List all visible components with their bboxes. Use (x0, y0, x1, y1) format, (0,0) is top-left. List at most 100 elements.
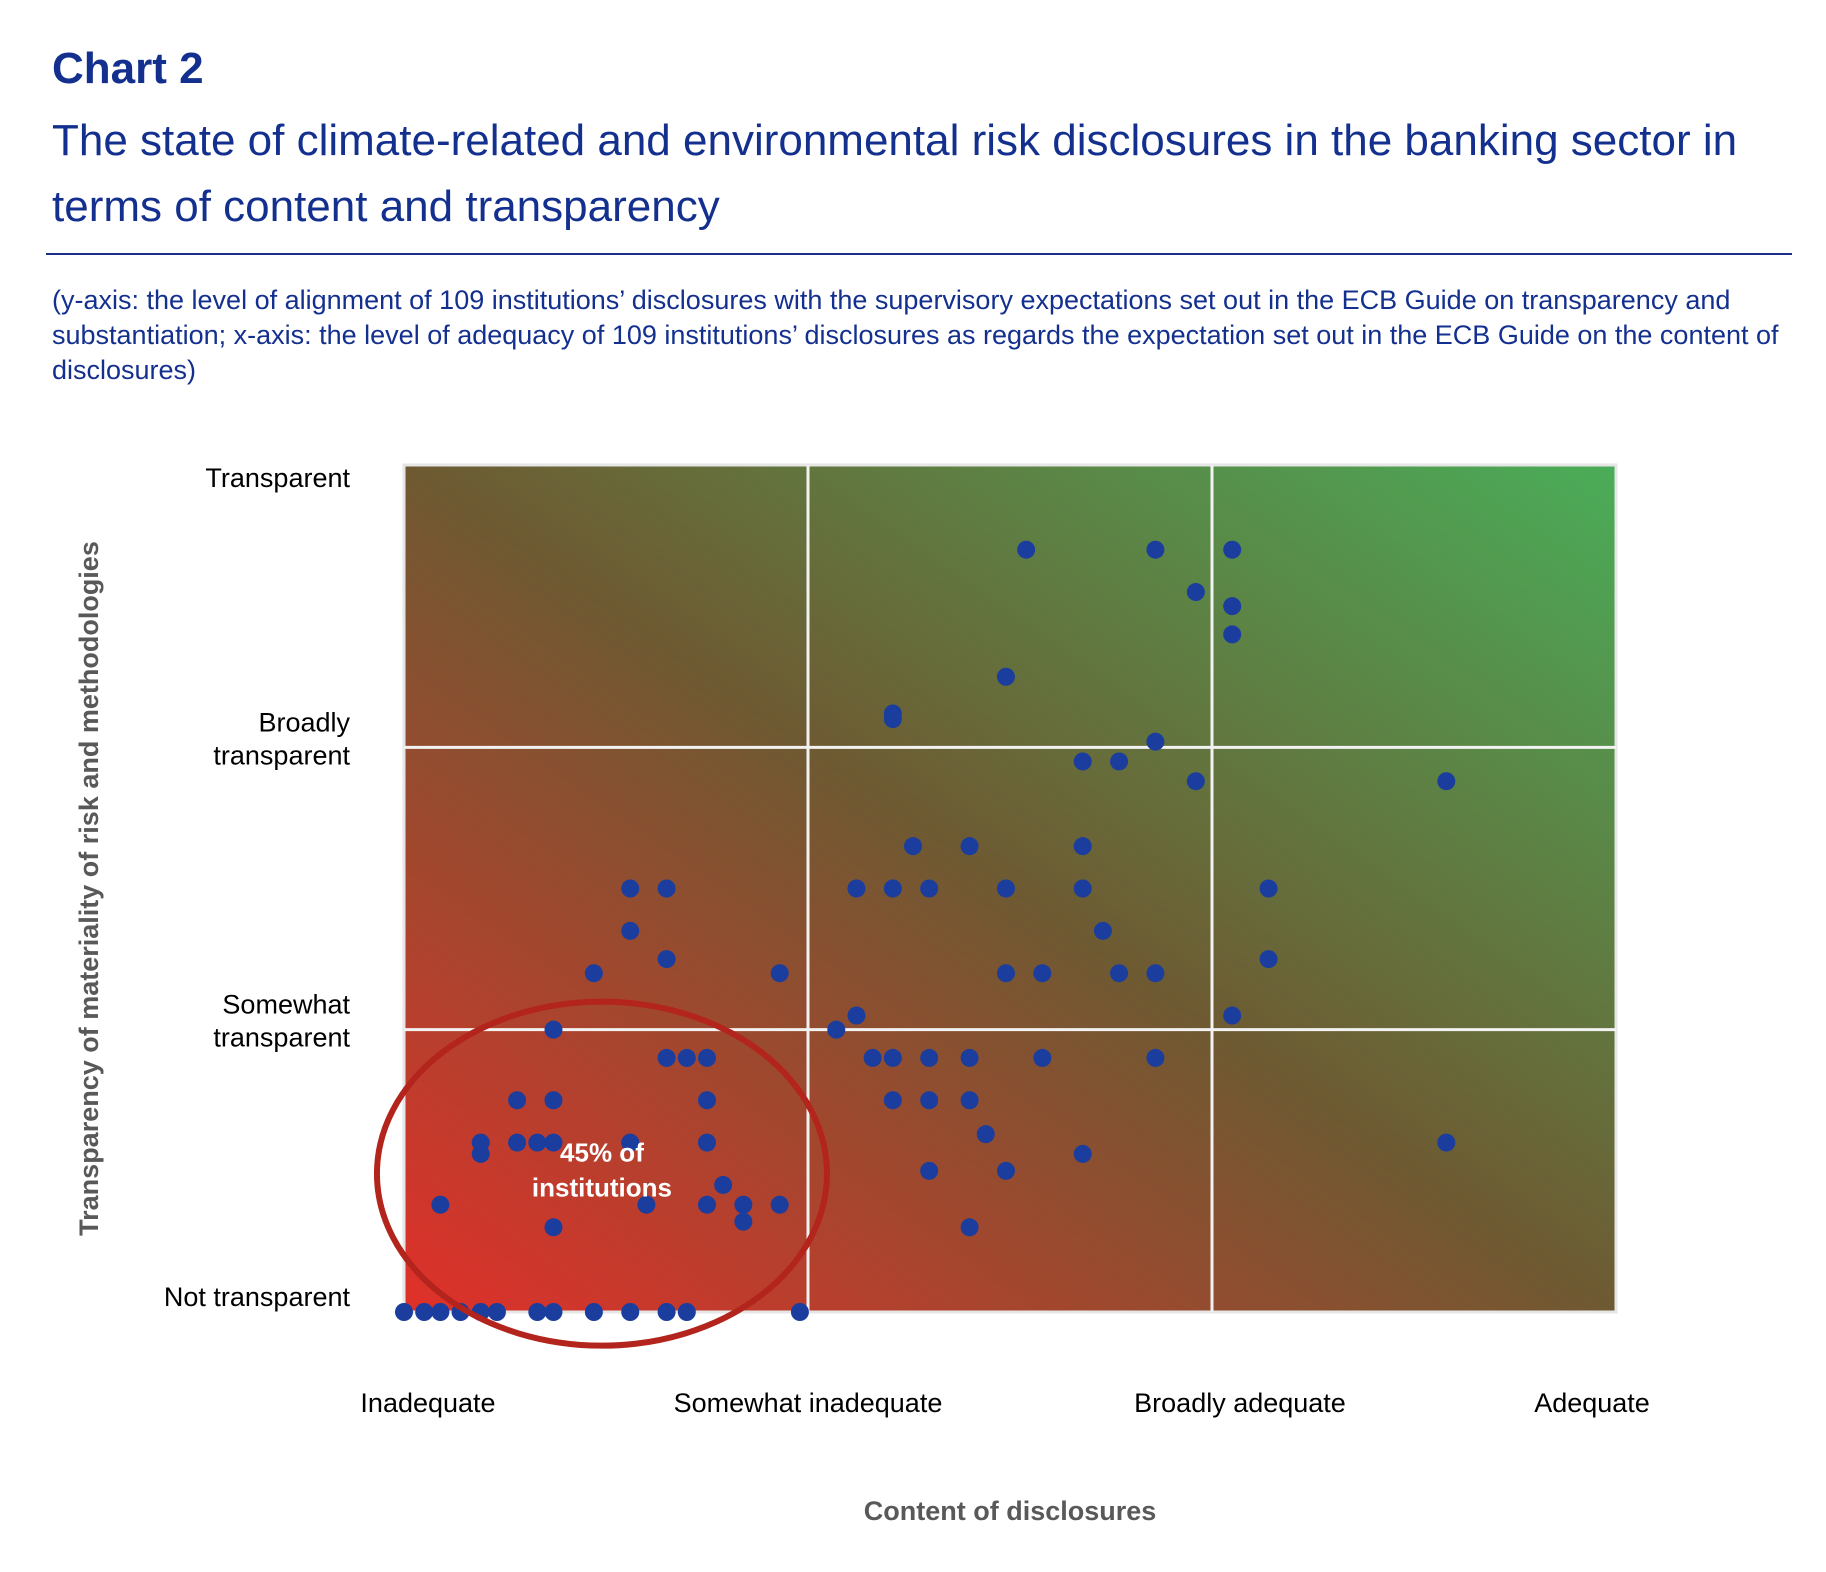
data-point-26 (508, 1133, 527, 1152)
x-tick-labels: Inadequate Somewhat inadequate Broadly ade… (360, 1388, 1649, 1418)
y-tick-label-4: Transparent (205, 463, 350, 493)
data-point-41 (657, 879, 676, 898)
data-point-83 (1223, 625, 1242, 644)
data-point-53 (976, 1125, 995, 1144)
data-point-80 (1186, 583, 1205, 602)
data-point-45 (883, 1048, 902, 1067)
data-point-18 (734, 1195, 753, 1214)
data-point-21 (714, 1175, 733, 1194)
title-divider (46, 253, 1792, 255)
data-point-52 (960, 1091, 979, 1110)
data-point-71 (1073, 752, 1092, 771)
data-point-59 (1033, 964, 1052, 983)
data-point-86 (1259, 950, 1278, 969)
data-point-88 (1437, 1133, 1456, 1152)
y-tick-label-3-line2: transparent (213, 740, 350, 770)
data-point-3 (431, 1303, 450, 1321)
y-axis-label: Transparency of materiality of risk and … (74, 541, 104, 1236)
data-point-68 (904, 837, 923, 856)
data-point-82 (1223, 597, 1242, 616)
data-point-72 (1110, 752, 1129, 771)
data-point-38 (657, 950, 676, 969)
data-point-60 (1110, 964, 1129, 983)
data-point-81 (1223, 540, 1242, 559)
data-point-37 (770, 964, 789, 983)
data-point-10 (621, 1303, 640, 1321)
data-point-42 (827, 1020, 846, 1039)
data-point-54 (1073, 1144, 1092, 1163)
data-point-40 (621, 879, 640, 898)
data-point-8 (544, 1303, 563, 1321)
data-point-48 (1033, 1048, 1052, 1067)
x-tick-label-4: Adequate (1534, 1388, 1650, 1418)
gridlines (404, 465, 1616, 1312)
data-point-58 (996, 964, 1015, 983)
data-point-19 (770, 1195, 789, 1214)
x-tick-label-1: Inadequate (360, 1388, 495, 1418)
data-point-29 (508, 1091, 527, 1110)
y-tick-label-3-line1: Broadly (258, 707, 350, 737)
data-point-16 (637, 1195, 656, 1214)
data-point-79 (1146, 540, 1165, 559)
data-point-32 (657, 1048, 676, 1067)
data-point-25 (471, 1133, 490, 1152)
y-tick-labels: Not transparentSomewhattransparentBroadl… (164, 463, 351, 1312)
data-point-34 (698, 1048, 716, 1067)
data-point-31 (698, 1091, 716, 1110)
data-point-39 (621, 921, 640, 940)
y-tick-label-1: Not transparent (164, 1282, 351, 1312)
data-point-66 (996, 879, 1015, 898)
x-tick-label-3: Broadly adequate (1134, 1388, 1346, 1418)
highlight-ellipse (373, 998, 830, 1349)
data-point-15 (544, 1218, 563, 1237)
data-point-46 (920, 1048, 939, 1067)
data-point-36 (584, 964, 603, 983)
data-point-9 (584, 1303, 603, 1321)
data-point-64 (883, 879, 902, 898)
data-point-76 (883, 704, 902, 723)
annotation-label-line1: 45% of (560, 1138, 644, 1168)
data-point-22 (698, 1133, 716, 1152)
chart-number: Chart 2 (52, 44, 204, 93)
chart-subtitle: (y-axis: the level of alignment of 109 i… (52, 285, 1779, 385)
data-point-70 (1073, 837, 1092, 856)
data-point-11 (657, 1303, 676, 1321)
data-point-55 (920, 1161, 939, 1180)
data-points (395, 540, 1456, 1321)
y-tick-label-2-line1: Somewhat (222, 990, 350, 1020)
data-point-87 (1437, 772, 1456, 791)
data-point-62 (1093, 921, 1112, 940)
data-point-77 (996, 667, 1015, 686)
data-point-35 (544, 1020, 563, 1039)
data-point-44 (863, 1048, 882, 1067)
data-point-57 (960, 1218, 979, 1237)
data-point-85 (1259, 879, 1278, 898)
x-tick-label-2: Somewhat inadequate (674, 1388, 943, 1418)
data-point-67 (1073, 879, 1092, 898)
annotation-label-line2: institutions (532, 1173, 672, 1203)
data-point-7 (528, 1303, 547, 1321)
data-point-27 (528, 1133, 547, 1152)
data-point-78 (1017, 540, 1036, 559)
data-point-17 (698, 1195, 716, 1214)
data-point-6 (487, 1303, 506, 1321)
data-point-1 (395, 1303, 413, 1321)
data-point-30 (544, 1091, 563, 1110)
data-point-51 (920, 1091, 939, 1110)
data-point-20 (734, 1212, 753, 1231)
data-point-33 (677, 1048, 696, 1067)
chart-title: The state of climate-related and environ… (52, 116, 1738, 231)
data-point-13 (790, 1303, 809, 1321)
data-point-28 (544, 1133, 563, 1152)
data-point-23 (621, 1133, 640, 1152)
data-point-43 (847, 1006, 866, 1025)
data-point-65 (920, 879, 939, 898)
data-point-74 (1186, 772, 1205, 791)
data-point-63 (847, 879, 866, 898)
data-point-47 (960, 1048, 979, 1067)
data-point-73 (1146, 732, 1165, 751)
y-tick-label-2-line2: transparent (213, 1023, 350, 1053)
x-axis-label: Content of disclosures (864, 1496, 1157, 1526)
data-point-2 (415, 1303, 434, 1321)
